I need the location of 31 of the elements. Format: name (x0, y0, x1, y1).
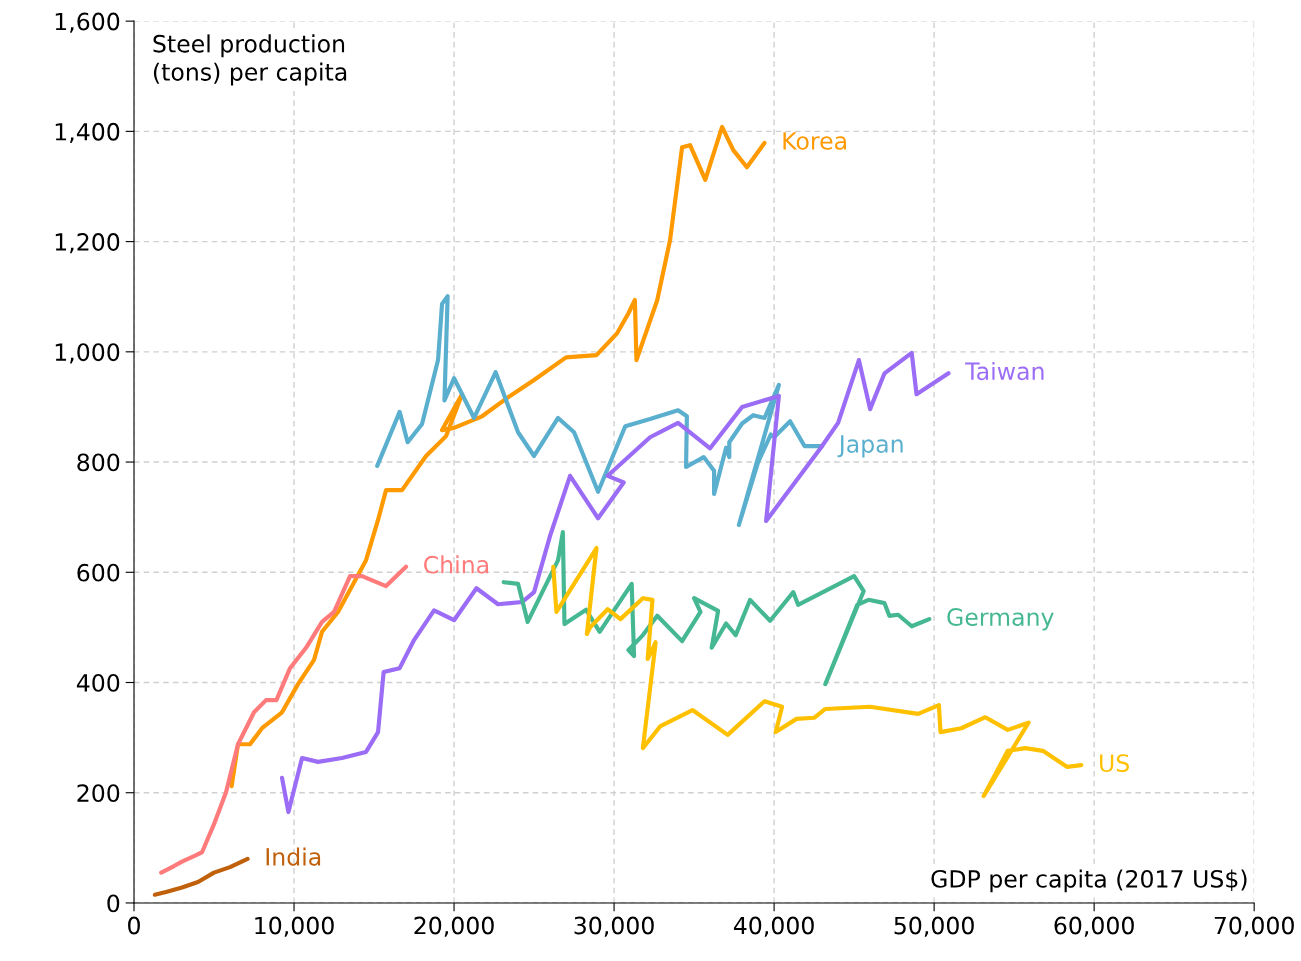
line-series (159, 564, 409, 875)
line-series (229, 124, 767, 789)
line-series (551, 545, 1084, 799)
y-tick-label: 400 (76, 673, 120, 692)
x-tick-label: 10,000 (255, 916, 334, 937)
series-label: Korea (783, 132, 846, 150)
x-tick-label: 20,000 (414, 916, 494, 937)
line-series (501, 529, 932, 687)
series-label: Taiwan (965, 361, 1044, 381)
x-axis-title: GDP per capita (2017 US$) (931, 869, 1247, 893)
y-axis-title: Steel production (tons) per capita (153, 34, 347, 86)
x-tick-label: 70,000 (1214, 916, 1294, 937)
x-tick-label: 0 (128, 916, 140, 935)
x-tick-label: 60,000 (1054, 916, 1134, 937)
y-tick-label: 600 (77, 563, 120, 582)
line-series (152, 856, 250, 897)
series-label: India (266, 847, 321, 866)
x-tick-label: 30,000 (574, 916, 654, 937)
y-tick-label: 200 (77, 784, 120, 803)
series-label: Germany (947, 608, 1054, 631)
y-tick-label: 1,200 (55, 233, 120, 254)
y-tick-label: 1,000 (55, 343, 120, 364)
x-tick-label: 50,000 (894, 916, 974, 937)
series-label: US (1100, 754, 1129, 773)
x-tick-label: 40,000 (733, 916, 814, 937)
series-label: Japan (837, 435, 903, 458)
y-tick-label: 0 (107, 894, 120, 913)
y-tick-label: 1,400 (55, 122, 120, 144)
series-label: China (424, 555, 489, 574)
y-tick-label: 800 (77, 453, 120, 472)
y-tick-label: 1,600 (55, 12, 120, 33)
